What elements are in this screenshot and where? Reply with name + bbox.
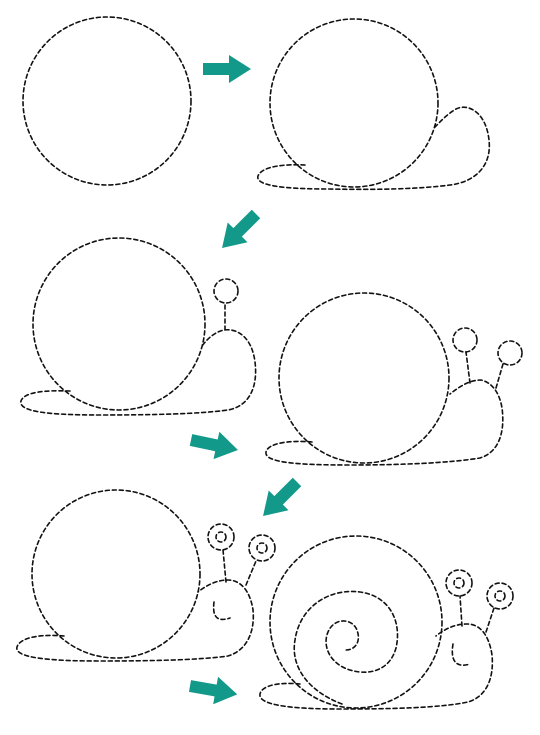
arrow-step-4-to-5 (253, 472, 307, 526)
step-6-smile (451, 643, 471, 666)
step-5-snail (16, 489, 276, 662)
step-5-shell (31, 489, 201, 659)
step-4-shell (278, 292, 450, 464)
step-6-shell (269, 535, 443, 709)
step-6-back-eye-outer (445, 569, 473, 597)
step-1-snail (22, 16, 192, 186)
step-4-snail (265, 292, 523, 466)
arrow-step-3-to-4 (188, 426, 241, 464)
step-5-front-eye-inner (256, 542, 268, 554)
step-5-back-eye-outer (207, 523, 235, 551)
arrow-step-2-to-3 (212, 204, 266, 258)
step-5-front-eye-outer (248, 534, 276, 562)
step-5-body (16, 579, 255, 662)
step-5-back-tentacle (222, 549, 227, 583)
step-5-back-eye-inner (215, 531, 227, 543)
step-5-front-tentacle (245, 560, 257, 586)
step-2-snail (257, 18, 491, 191)
step-6-front-eye-inner (494, 590, 506, 602)
step-2-body (257, 106, 491, 191)
step-4-back-tentacle (465, 351, 471, 384)
step-6-front-tentacle (485, 607, 495, 633)
step-6-body (259, 623, 494, 710)
arrow-step-5-to-6 (187, 672, 240, 709)
step-5-smile (212, 601, 231, 621)
step-4-back-eye (452, 327, 478, 353)
step-6-back-eye-inner (453, 577, 465, 589)
step-6-back-tentacle (459, 595, 463, 627)
step-6-spiral (293, 590, 399, 705)
step-6-front-eye-outer (486, 582, 514, 610)
step-4-front-eye (497, 340, 523, 366)
step-6-snail (259, 535, 514, 710)
step-3-eye (213, 278, 239, 304)
step-3-snail (20, 237, 257, 416)
arrow-step-1-to-2 (203, 55, 251, 83)
step-1-shell (22, 16, 192, 186)
step-4-front-tentacle (495, 363, 504, 389)
step-3-body (20, 329, 257, 416)
step-3-shell (32, 237, 206, 411)
step-2-shell (269, 18, 439, 188)
step-4-body (265, 379, 504, 466)
